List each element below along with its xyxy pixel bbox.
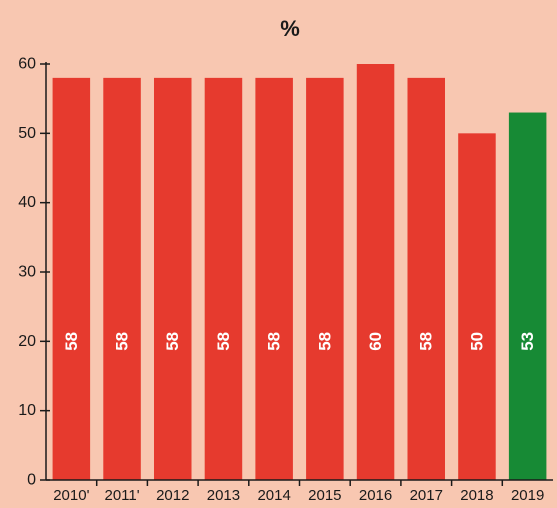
value-label-6: 60 <box>366 332 385 351</box>
bars-group <box>52 64 547 481</box>
x-axis: 2010' 2011' 2012 2013 2014 2015 2016 2017 2018 20… <box>46 479 553 504</box>
bar-2 <box>153 77 192 480</box>
bar-5 <box>306 77 344 480</box>
value-label-4: 58 <box>265 332 284 351</box>
y-tick-label-6: 60 <box>18 56 36 73</box>
value-label-5: 58 <box>315 332 334 351</box>
x-tick-label-8: 2018 <box>460 487 493 504</box>
y-tick-label-2: 20 <box>18 333 36 350</box>
value-label-2: 58 <box>163 332 182 351</box>
bar-6 <box>356 64 395 480</box>
x-tick-label-4: 2014 <box>257 487 290 504</box>
value-label-9: 53 <box>518 332 537 351</box>
value-label-1: 58 <box>113 332 132 351</box>
y-tick-label-0: 0 <box>27 472 36 489</box>
value-label-3: 58 <box>214 332 233 351</box>
value-label-8: 50 <box>467 332 486 351</box>
bar-7 <box>407 77 446 480</box>
bar-4 <box>255 77 293 480</box>
x-tick-label-9: 2019 <box>511 487 544 504</box>
x-tick-label-7: 2017 <box>410 487 443 504</box>
x-tick-label-0: 2010' <box>53 487 89 504</box>
x-tick-label-3: 2013 <box>207 487 240 504</box>
value-label-0: 58 <box>62 332 81 351</box>
y-axis: 0 10 20 30 40 50 60 <box>18 56 50 489</box>
value-labels-group: 58 58 58 58 58 58 60 58 50 53 <box>62 332 537 351</box>
y-tick-label-1: 10 <box>18 402 36 419</box>
bar-0 <box>52 77 91 480</box>
y-tick-label-4: 40 <box>18 194 36 211</box>
x-tick-label-1: 2011' <box>104 487 139 504</box>
bar-8 <box>458 133 496 481</box>
x-tick-label-6: 2016 <box>359 487 392 504</box>
x-tick-label-5: 2015 <box>308 487 341 504</box>
y-tick-label-3: 30 <box>18 264 36 281</box>
bar-3 <box>204 77 243 480</box>
bar-1 <box>103 77 141 480</box>
bar-9 <box>508 112 547 481</box>
chart-title: % <box>280 16 300 41</box>
x-tick-label-2: 2012 <box>156 487 189 504</box>
value-label-7: 58 <box>417 332 436 351</box>
y-tick-label-5: 50 <box>18 125 36 142</box>
